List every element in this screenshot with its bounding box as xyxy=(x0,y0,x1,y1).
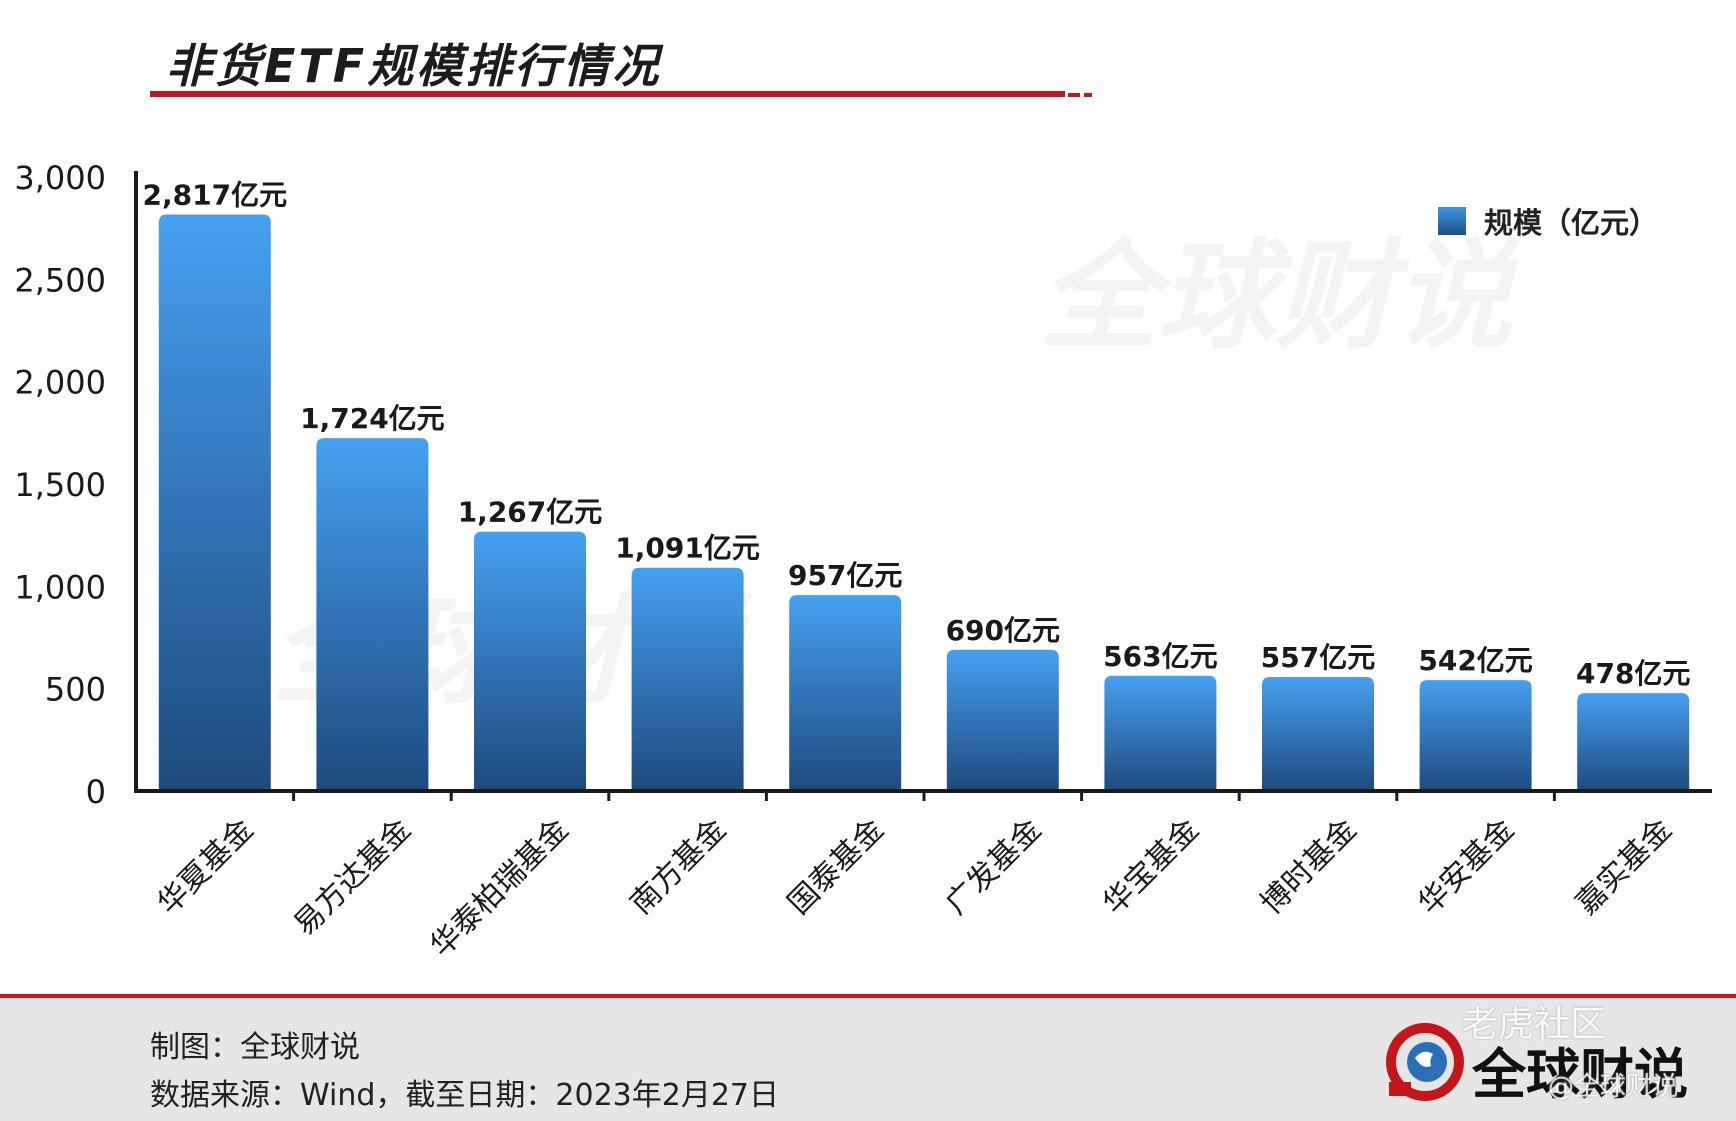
x-tick-label: 国泰基金 xyxy=(781,812,891,922)
bar-chart: 2,817亿元 1,724亿元 1,267亿元 1,091亿元 957亿元 690亿元 56… xyxy=(14,159,1712,964)
footer-brand: 全球财说 xyxy=(1472,1043,1688,1106)
y-tick-label: 500 xyxy=(45,671,106,709)
x-tick-label: 易方达基金 xyxy=(287,812,418,943)
footer-divider xyxy=(0,994,1736,998)
bar xyxy=(1577,693,1690,791)
footer-source: 数据来源：Wind，截至日期：2023年2月27日 xyxy=(150,1078,780,1113)
data-label: 542亿元 xyxy=(1418,644,1532,677)
x-tick-label: 华泰柏瑞基金 xyxy=(424,812,576,964)
community-watermark: 老虎社区 xyxy=(1462,1004,1607,1045)
y-tick-label: 0 xyxy=(86,773,106,811)
y-tick-label: 3,000 xyxy=(14,159,106,197)
footer-credit: 制图：全球财说 xyxy=(150,1030,360,1065)
bar xyxy=(1104,675,1217,791)
data-label: 957亿元 xyxy=(788,559,902,592)
bar xyxy=(789,595,902,791)
bar xyxy=(631,567,744,791)
bar xyxy=(474,531,586,791)
bar xyxy=(1262,677,1374,791)
y-tick-label: 2,000 xyxy=(14,364,106,402)
y-tick-label: 2,500 xyxy=(14,261,106,299)
x-tick-label: 博时基金 xyxy=(1254,812,1364,922)
x-tick-label: 嘉实基金 xyxy=(1569,812,1679,922)
legend-label: 规模（亿元） xyxy=(1484,206,1659,240)
footer xyxy=(0,993,1736,1121)
data-label: 690亿元 xyxy=(946,614,1060,647)
bar xyxy=(316,438,429,791)
data-label: 557亿元 xyxy=(1261,641,1375,674)
x-tick-label: 华夏基金 xyxy=(151,812,261,922)
x-tick-label: 南方基金 xyxy=(624,812,734,922)
bar xyxy=(946,649,1059,791)
x-tick-label: 华安基金 xyxy=(1412,812,1522,922)
data-label: 1,267亿元 xyxy=(458,496,603,529)
title-underline-dash xyxy=(1068,93,1080,97)
y-tick-label: 1,000 xyxy=(14,568,106,606)
title-underline-dash xyxy=(1084,93,1092,97)
chart-title: 非货ETF规模排行情况 xyxy=(166,39,662,93)
legend-swatch xyxy=(1438,207,1466,235)
bar xyxy=(1419,680,1532,791)
watermark: 全球财说 xyxy=(1040,200,1512,371)
x-tick-label: 广发基金 xyxy=(939,812,1049,922)
data-label: 563亿元 xyxy=(1103,640,1217,673)
handle-watermark: @全球财说 xyxy=(1548,1072,1679,1102)
data-label: 1,724亿元 xyxy=(300,402,445,435)
y-tick-label: 1,500 xyxy=(14,466,106,504)
data-label: 2,817亿元 xyxy=(143,178,288,211)
bar xyxy=(158,214,271,792)
chart-legend: 规模（亿元） xyxy=(1438,200,1658,242)
data-label: 478亿元 xyxy=(1576,657,1690,690)
title-underline xyxy=(150,91,1065,97)
x-tick-label: 华宝基金 xyxy=(1096,812,1206,922)
brand-logo-icon xyxy=(1386,1023,1464,1101)
data-label: 1,091亿元 xyxy=(615,532,760,565)
